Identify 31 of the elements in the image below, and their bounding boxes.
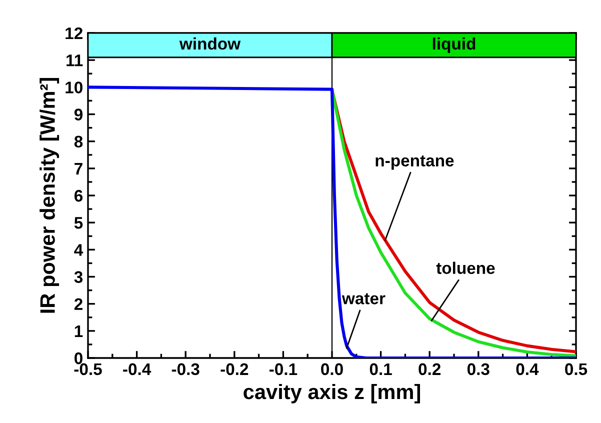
x-tick-label: 0.3 (467, 363, 490, 376)
annotation: n-pentane (376, 155, 454, 170)
x-tick-label: 0.2 (418, 363, 441, 376)
y-tick-label: 9 (74, 108, 83, 120)
x-tick-label: -0.1 (269, 363, 298, 376)
annotation: water (342, 293, 386, 304)
annotation: toluene (436, 262, 495, 274)
x-axis-title: cavity axis z [mm] (244, 384, 420, 404)
y-tick-label: 10 (66, 82, 82, 94)
y-tick-label: 4 (74, 244, 84, 256)
y-tick-label: 6 (74, 190, 83, 202)
y-tick-label: 7 (74, 162, 82, 174)
y-axis-title: IR power density [W/m²] (40, 78, 60, 313)
x-tick-label: 0.1 (370, 363, 392, 376)
band-label: window (179, 37, 241, 50)
y-tick-label: 0 (74, 352, 82, 364)
x-tick-label: -0.2 (220, 363, 248, 376)
y-tick-label: 5 (74, 217, 83, 229)
y-tick-label: 8 (74, 136, 83, 148)
y-tick-label: 3 (74, 271, 83, 283)
y-tick-label: 2 (74, 298, 82, 310)
band-label: liquid (432, 37, 476, 53)
y-tick-label: 1 (74, 325, 83, 337)
x-tick-label: -0.4 (123, 363, 152, 376)
x-tick-label: -0.5 (74, 363, 102, 376)
x-tick-label: 0.4 (516, 363, 539, 376)
y-tick-label: 12 (66, 27, 82, 40)
x-tick-label: 0.0 (321, 363, 343, 376)
x-tick-label: 0.5 (565, 363, 588, 376)
y-tick-label: 11 (66, 54, 83, 66)
x-tick-label: -0.3 (172, 363, 200, 376)
